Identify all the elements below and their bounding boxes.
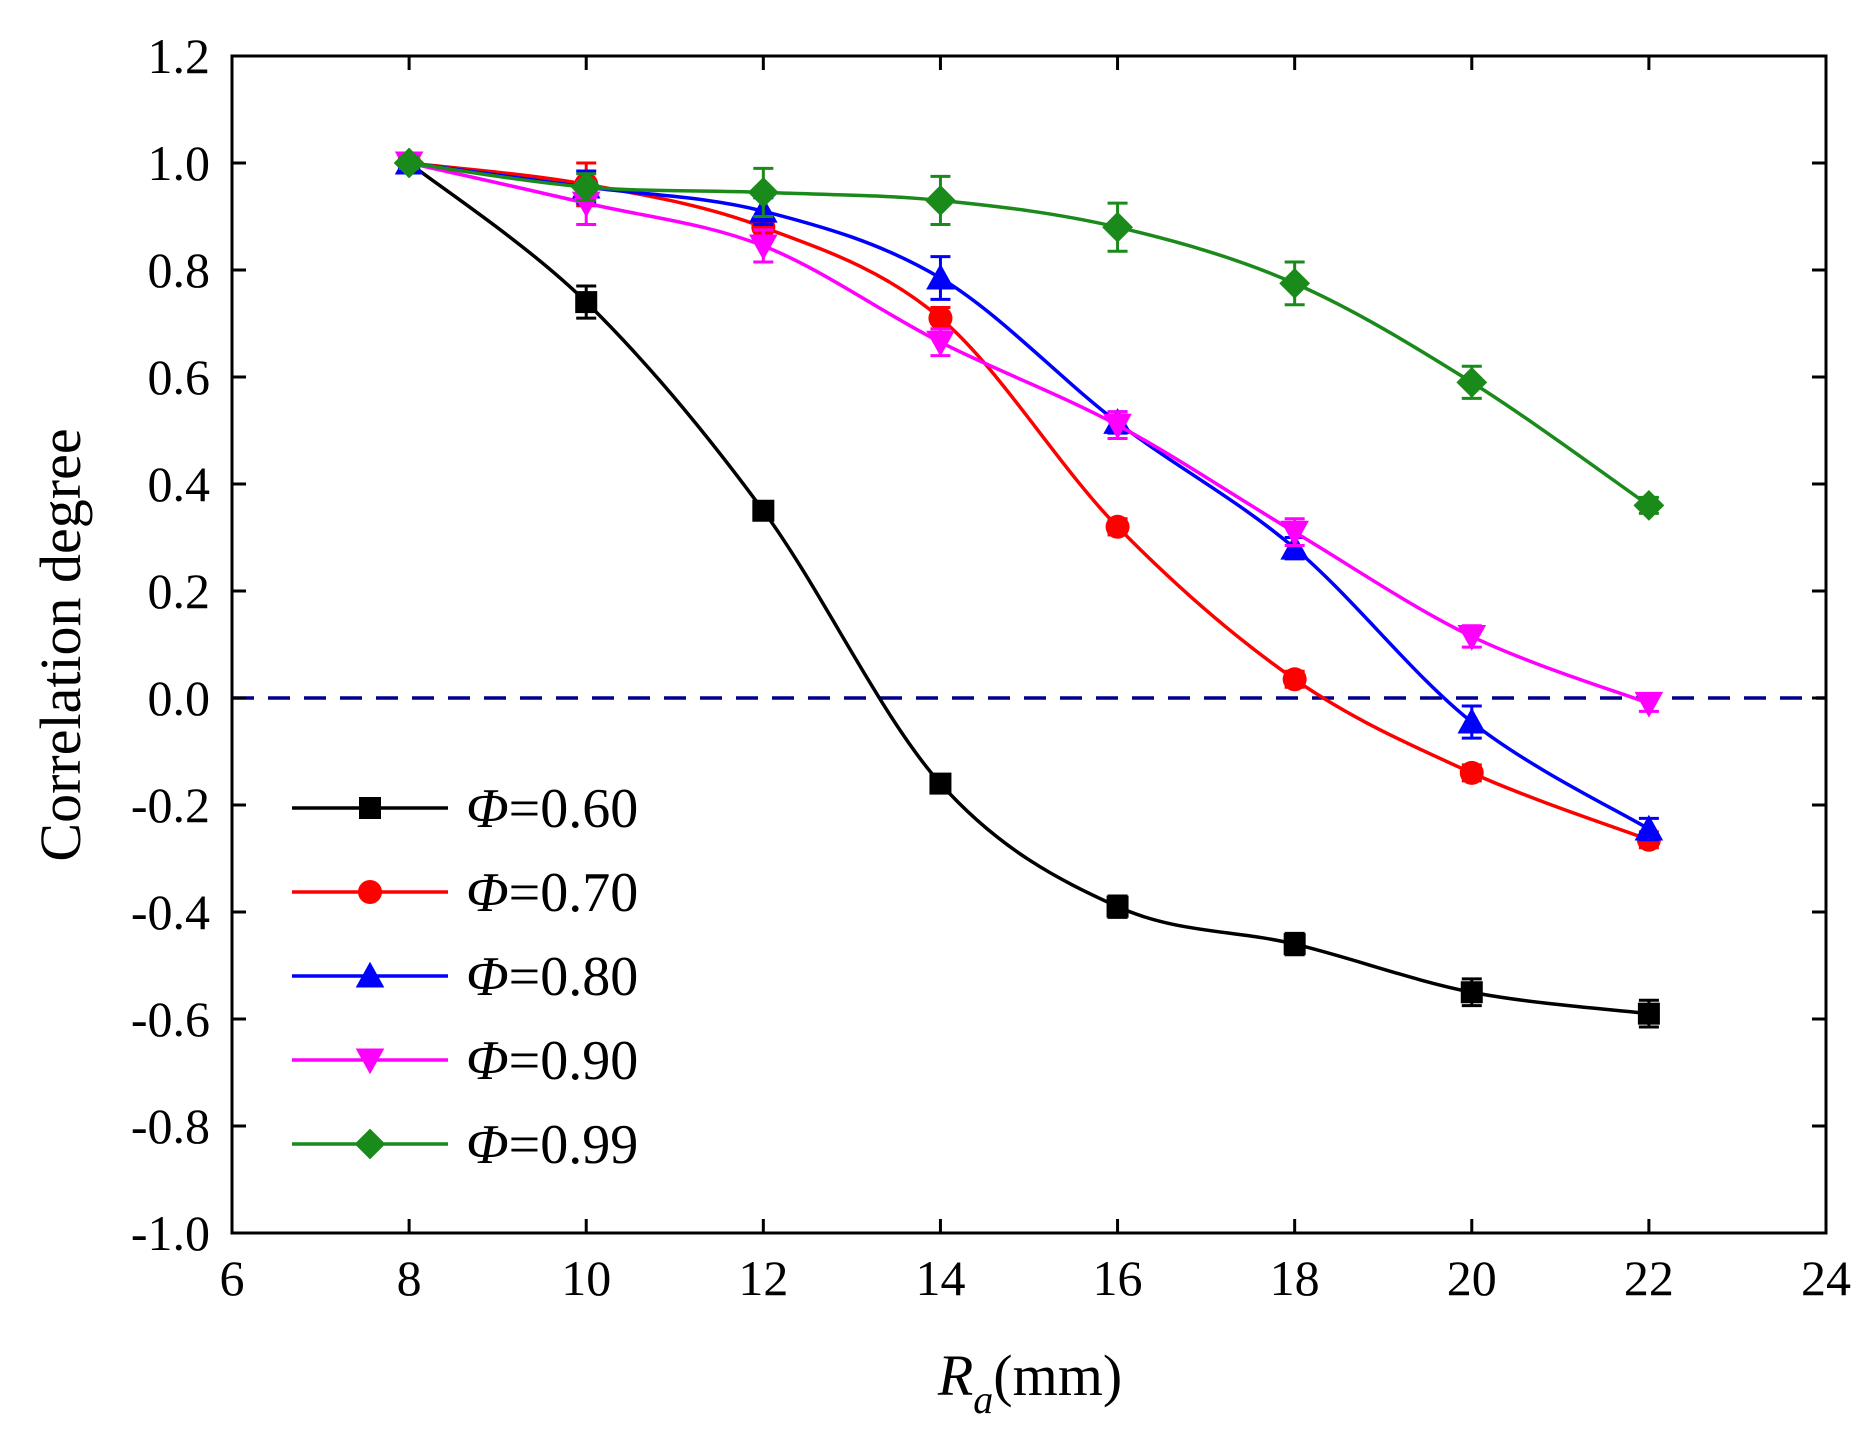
- data-point-phi-060: [575, 291, 598, 314]
- x-axis-title-unit: (mm): [993, 1343, 1122, 1408]
- x-tick-label: 6: [220, 1250, 245, 1306]
- y-tick-label: -0.6: [131, 991, 210, 1047]
- x-tick-label: 8: [397, 1250, 422, 1306]
- data-point-phi-060: [1283, 933, 1306, 956]
- series-line-phi-080: [408, 161, 1650, 831]
- axis-layer: 6 8 10 12 14 16 18 20 22 24 -1.0 -0.8 -0.6 -0.4 -0.2 0.…: [131, 28, 1851, 1306]
- y-axis-title: Correlation degree: [28, 428, 93, 861]
- legend-label-value: =0.90: [509, 1030, 639, 1092]
- y-tick-label: 0.2: [148, 563, 211, 619]
- data-point-phi-070: [1282, 667, 1307, 692]
- data-point-phi-070: [928, 306, 953, 331]
- x-axis-title-var: R: [937, 1343, 973, 1408]
- data-point-phi-099: [1633, 490, 1665, 521]
- legend-label: Φ=0.99: [466, 1114, 638, 1176]
- legend-label-symbol: Φ: [466, 862, 509, 924]
- data-point-phi-080: [926, 263, 955, 290]
- y-tick-label: 0.0: [148, 670, 211, 726]
- y-tick-label: 0.4: [148, 456, 211, 512]
- legend-marker: [355, 1048, 385, 1075]
- data-point-phi-090: [1457, 625, 1487, 651]
- series-line-phi-099: [408, 161, 1650, 507]
- x-tick-label: 14: [915, 1250, 965, 1306]
- plot-frame: [230, 54, 1828, 1235]
- data-point-phi-090: [571, 191, 601, 218]
- x-axis-title: Ra(mm): [937, 1343, 1122, 1422]
- data-point-phi-060: [1637, 1002, 1660, 1025]
- y-tick-label: -0.2: [131, 777, 210, 833]
- y-tick-label: 0.6: [148, 349, 211, 405]
- legend-marker: [354, 1128, 386, 1160]
- legend-label-symbol: Φ: [466, 778, 509, 840]
- data-point-phi-090: [926, 330, 955, 357]
- data-point-phi-099: [747, 177, 779, 208]
- x-tick-label: 20: [1447, 1250, 1497, 1306]
- x-tick-label: 24: [1801, 1250, 1851, 1306]
- data-point-phi-090: [1280, 520, 1309, 547]
- legend-label-symbol: Φ: [466, 1030, 509, 1092]
- data-point-phi-090: [1634, 691, 1664, 718]
- y-tick-label: 1.2: [148, 28, 211, 84]
- data-point-phi-060: [929, 772, 952, 795]
- series-line-phi-090: [408, 161, 1650, 705]
- legend-label-value: =0.70: [509, 862, 639, 924]
- legend-label: Φ=0.80: [466, 946, 638, 1008]
- x-tick-label: 18: [1270, 1250, 1320, 1306]
- y-tick-label: -1.0: [131, 1205, 210, 1261]
- x-tick-label: 12: [738, 1250, 788, 1306]
- y-tick-label: 1.0: [148, 135, 211, 191]
- data-point-phi-080: [1634, 814, 1664, 841]
- legend-label: Φ=0.70: [466, 862, 638, 924]
- legend-marker: [358, 880, 382, 904]
- series-line-phi-060: [408, 161, 1650, 1016]
- y-tick-label: -0.8: [131, 1098, 210, 1154]
- data-point-phi-099: [570, 171, 602, 203]
- data-point-phi-099: [1102, 211, 1133, 243]
- data-point-phi-099: [1279, 267, 1311, 299]
- data-point-phi-070: [1459, 760, 1484, 785]
- legend-label-value: =0.80: [509, 946, 639, 1008]
- data-point-phi-060: [1106, 895, 1129, 918]
- x-axis-title-subscript: a: [973, 1377, 993, 1422]
- x-tick-label: 22: [1624, 1250, 1674, 1306]
- legend-label-value: =0.99: [509, 1114, 639, 1176]
- legend-label-symbol: Φ: [466, 1114, 509, 1176]
- data-point-phi-080: [1457, 707, 1487, 734]
- data-point-phi-060: [1460, 981, 1483, 1004]
- legend-marker: [359, 797, 381, 819]
- y-tick-label: 0.8: [148, 242, 211, 298]
- legend-label: Φ=0.60: [466, 778, 638, 840]
- plot-layer: [232, 147, 1826, 1029]
- data-point-phi-090: [1103, 413, 1132, 440]
- legend: Φ=0.60Φ=0.70Φ=0.80Φ=0.90Φ=0.99: [292, 778, 638, 1176]
- legend-label-value: =0.60: [509, 778, 639, 840]
- data-point-phi-070: [1105, 514, 1130, 539]
- data-point-phi-090: [749, 234, 778, 261]
- data-point-phi-099: [393, 147, 425, 179]
- y-tick-label: -0.4: [131, 884, 210, 940]
- x-tick-label: 16: [1093, 1250, 1143, 1306]
- data-point-phi-099: [925, 185, 956, 216]
- data-point-phi-060: [752, 499, 775, 522]
- data-point-phi-099: [1456, 366, 1488, 398]
- x-tick-label: 10: [561, 1250, 611, 1306]
- legend-marker: [355, 961, 385, 988]
- legend-label-symbol: Φ: [466, 946, 509, 1008]
- legend-label: Φ=0.90: [466, 1030, 638, 1092]
